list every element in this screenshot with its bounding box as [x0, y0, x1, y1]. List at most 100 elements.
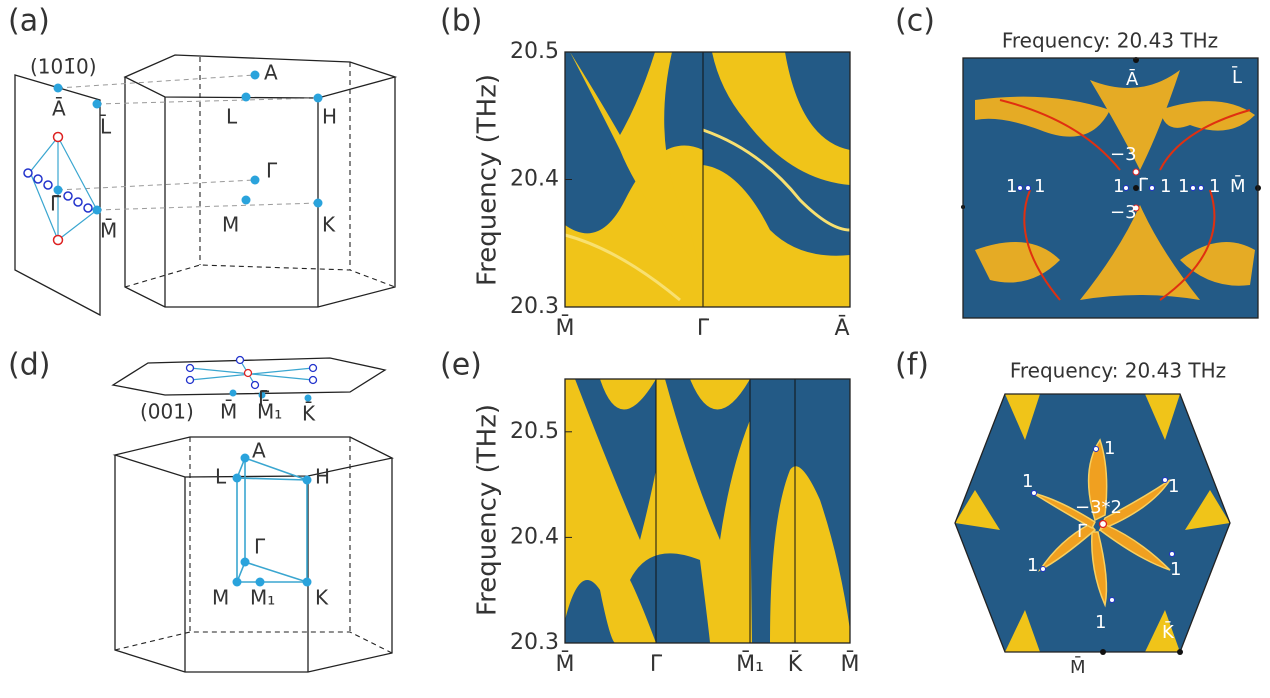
k-label: M̄: [1230, 175, 1246, 197]
panel-label: (e): [440, 348, 482, 383]
y-tick-label: 20.3: [510, 630, 559, 655]
k-label: A: [264, 61, 278, 85]
x-tick-label: Ā: [834, 316, 849, 341]
charge: −3*2: [1075, 497, 1122, 518]
k-label: M: [212, 586, 229, 610]
bz-back: [124, 264, 396, 288]
k-label: M̄: [100, 218, 117, 243]
k-label: Ā: [1126, 68, 1139, 90]
charge: 1: [1027, 555, 1038, 576]
panel-label: (c): [895, 4, 935, 39]
k-label: L̄: [1231, 66, 1242, 88]
k-points: [53, 70, 323, 215]
charge: 1: [1209, 176, 1220, 197]
y-axis-label: Frequency (THz): [473, 404, 503, 616]
charge: −3: [1110, 202, 1137, 223]
k-label: M̄: [1070, 656, 1086, 678]
fermi-arcs: [1032, 438, 1171, 608]
panel-a: (a) (101̄0) A L H Γ M K Ā L̄ Γ̄ M̄: [8, 4, 398, 317]
plot-frame: [564, 378, 851, 644]
surface-label: (101̄0): [30, 55, 97, 79]
plot-frame: [962, 57, 1259, 319]
k-label: Γ̄: [1138, 175, 1148, 196]
weyl-point: [243, 368, 253, 378]
k-label: L: [215, 465, 227, 489]
bulk-region: [712, 52, 850, 185]
k-label: Γ: [266, 159, 278, 183]
k-label: M₁: [250, 586, 275, 610]
charge: 1: [1034, 176, 1045, 197]
weyl-point: [52, 234, 64, 246]
bz-top: [123, 54, 398, 99]
panel-e: (e) Frequency (THz): [440, 348, 851, 644]
k-label: K̄: [302, 401, 316, 426]
k-label: H: [322, 105, 337, 129]
gap-regions: [565, 379, 850, 643]
surface-state: [702, 128, 851, 232]
x-tick-label: M̄: [556, 651, 575, 677]
y-tick-label: 20.4: [510, 524, 559, 549]
y-axis-label: Frequency (THz): [473, 74, 503, 286]
panel-label: (b): [440, 4, 482, 39]
charge: 1: [1178, 176, 1189, 197]
panel-c: (c) Frequency: 20.43 THz 1 1 1 1 1 1 −3 …: [895, 4, 1261, 319]
weyl-point: [52, 131, 64, 143]
projection-lines: [57, 74, 319, 211]
y-tick-label: 20.5: [510, 39, 559, 64]
charge: 1: [1113, 176, 1124, 197]
weyl-points: [23, 168, 93, 213]
bulk-region: [570, 52, 700, 270]
k-points: [1100, 649, 1183, 655]
charge: 1: [1160, 176, 1171, 197]
bz-back: [114, 631, 393, 654]
x-tick-label: K̄: [788, 651, 803, 677]
weyl-point: [1098, 519, 1108, 529]
bz-front: [124, 77, 396, 308]
k-label: L̄: [100, 114, 112, 139]
k-label: A: [252, 439, 266, 463]
panel-f: (f) Frequency: 20.43 THz 1 1 1 1 1 1 −3*…: [895, 348, 1231, 678]
weyl-point: [1132, 168, 1140, 176]
surface-state: [564, 233, 681, 302]
charge: −3: [1110, 144, 1137, 165]
surface-plane: [14, 74, 101, 317]
y-tick-label: 20.4: [510, 167, 559, 192]
k-label: Ā: [52, 97, 66, 121]
panel-title: Frequency: 20.43 THz: [1002, 29, 1218, 53]
charge: 1: [1104, 438, 1115, 459]
bulk-region: [703, 165, 850, 307]
charge: 1: [1006, 176, 1017, 197]
k-label: M̄₁: [257, 399, 282, 424]
y-tick-label: 20.3: [510, 294, 559, 319]
weyl-points: [185, 355, 318, 390]
y-tick-label: 20.5: [510, 419, 559, 444]
k-label: H: [315, 465, 330, 489]
weyl-point: [1132, 204, 1140, 212]
panel-d: (d) (001) M̄ M̄₁ K̄ Γ̄ A L H Γ M M₁ K: [8, 348, 394, 673]
k-divider: [655, 379, 796, 643]
charge: 1: [1022, 471, 1033, 492]
k-label: K̄: [1162, 621, 1175, 643]
charge: 1: [1095, 612, 1106, 633]
k-points: [232, 453, 312, 587]
x-tick-label: Γ̄: [697, 316, 710, 341]
k-label: M: [222, 213, 239, 237]
charge: 1: [1168, 476, 1179, 497]
weyl-points: [1017, 185, 1204, 191]
k-label: M̄: [220, 399, 237, 424]
k-label: Γ̄: [50, 192, 62, 216]
charge: 1: [1170, 559, 1181, 580]
panel-label: (f): [895, 348, 929, 383]
panel-label: (d): [8, 348, 50, 383]
k-label: K: [322, 213, 336, 237]
x-tick-label: M̄: [841, 651, 860, 677]
fermi-arcs: [999, 99, 1251, 301]
k-label: Γ̄: [258, 387, 270, 411]
weyl-points: [1031, 446, 1175, 603]
x-tick-label: Γ̄: [650, 652, 663, 677]
k-label: K: [315, 586, 329, 610]
panel-label: (a): [8, 4, 50, 39]
k-label: Γ̄: [1077, 521, 1087, 542]
surface-plane: [111, 357, 387, 396]
